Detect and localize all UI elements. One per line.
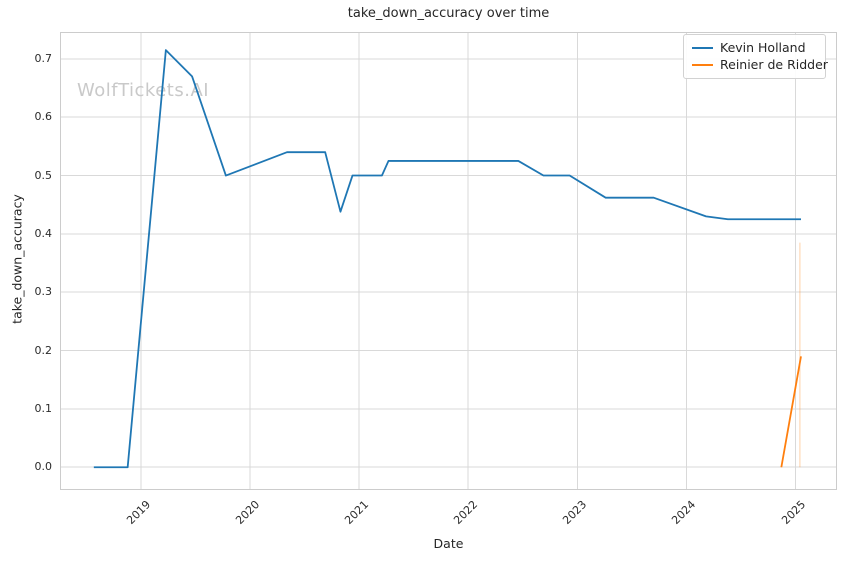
y-tick-label: 0.2 <box>34 343 53 357</box>
legend-label: Kevin Holland <box>720 40 806 55</box>
chart-title: take_down_accuracy over time <box>347 6 550 21</box>
y-tick-label: 0.0 <box>34 460 53 474</box>
legend-line-swatch <box>692 63 713 66</box>
x-tick-label: 2025 <box>778 498 808 527</box>
legend: Kevin Holland Reinier de Ridder <box>683 34 828 79</box>
x-axis-label: Date <box>433 536 464 551</box>
y-tick-label: 0.6 <box>34 110 53 124</box>
legend-item-reinier-de-ridder: Reinier de Ridder <box>684 56 828 73</box>
legend-line-swatch <box>692 46 713 49</box>
y-tick-label: 0.3 <box>34 285 53 299</box>
y-tick-label: 0.5 <box>34 168 53 182</box>
series-line-kevin-holland <box>93 49 801 469</box>
y-tick-label: 0.4 <box>34 226 53 240</box>
watermark: WolfTickets.AI <box>77 80 209 101</box>
series-line-reinier-de-ridder <box>780 356 802 468</box>
x-tick-label: 2019 <box>123 498 153 527</box>
y-tick-label: 0.1 <box>34 401 53 415</box>
y-tick-label: 0.7 <box>34 51 53 65</box>
x-tick-label: 2023 <box>560 498 590 527</box>
plot-border <box>60 32 837 490</box>
legend-item-kevin-holland: Kevin Holland <box>684 39 825 56</box>
x-tick-label: 2024 <box>669 498 699 527</box>
x-tick-label: 2020 <box>233 498 263 527</box>
plot-area: WolfTickets.AI <box>60 32 837 490</box>
x-tick-label: 2021 <box>342 498 372 527</box>
x-tick-label: 2022 <box>451 498 481 527</box>
legend-label: Reinier de Ridder <box>720 57 828 72</box>
y-axis-label: take_down_accuracy <box>9 194 25 324</box>
chart-canvas: WolfTickets.AI <box>60 32 837 490</box>
